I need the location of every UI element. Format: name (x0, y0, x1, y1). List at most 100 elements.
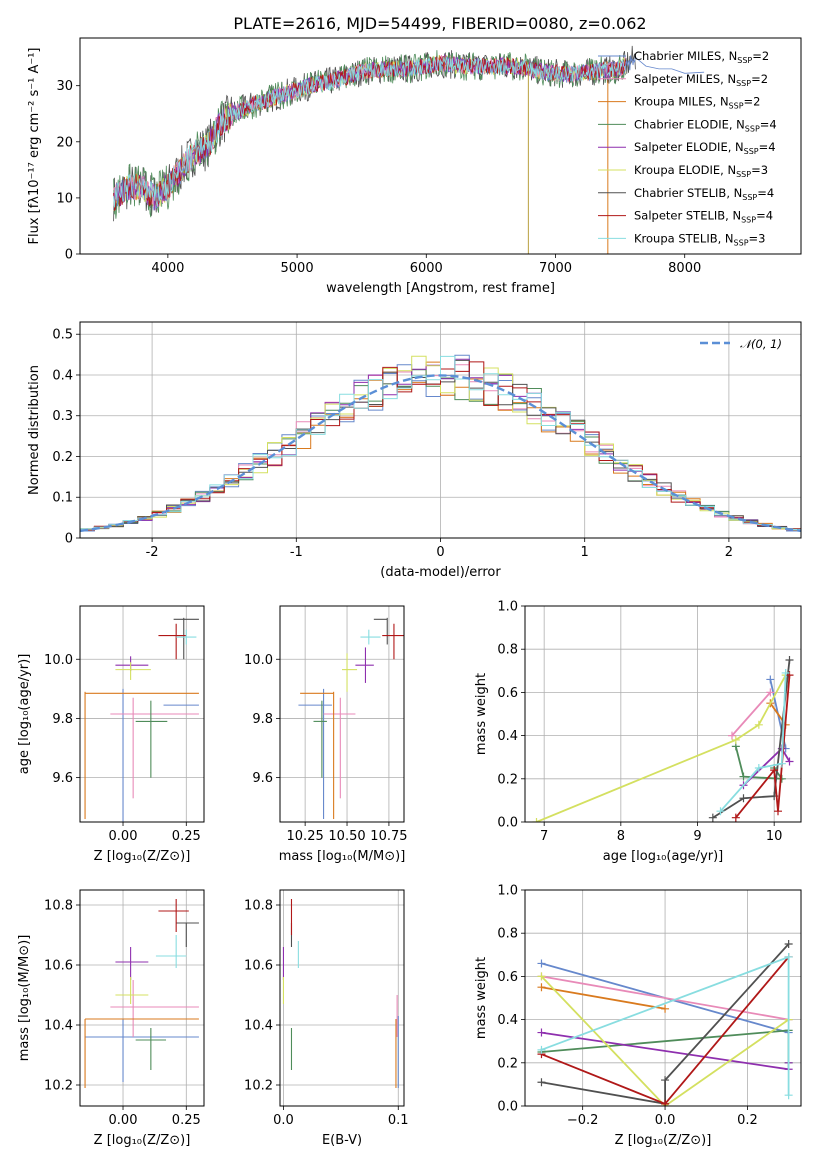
weight-series-8 (537, 952, 793, 1100)
errorbar-point-3 (135, 700, 168, 778)
weight-line (541, 975, 789, 1021)
weight-line (541, 986, 666, 1010)
x-axis-label: wavelength [Angstrom, rest frame] (326, 281, 555, 296)
weight-marker (731, 813, 740, 822)
y-tick-label: 10.4 (44, 1019, 73, 1034)
weight-marker (739, 772, 748, 781)
legend-label: Salpeter ELODIE, NSSP=4 (634, 140, 776, 156)
errorbar-point-6 (373, 617, 388, 645)
weight-line (712, 659, 791, 819)
errorbar-point-3 (135, 1028, 167, 1070)
spectrum-title: PLATE=2616, MJD=54499, FIBERID=0080, z=0… (233, 14, 646, 33)
axes-frame (524, 889, 802, 1107)
y-axis-label: mass weight (474, 957, 489, 1039)
y-tick-label: 10.0 (244, 653, 273, 668)
axes-frame (79, 889, 205, 1107)
legend-label: Chabrier ELODIE, NSSP=4 (634, 117, 777, 133)
y-axis-label: age [log₁₀(age/yr)] (17, 654, 32, 775)
legend-label: Chabrier MILES, NSSP=2 (634, 49, 769, 65)
errorbar-point-0 (122, 688, 199, 822)
x-tick-label: 0.25 (172, 1113, 201, 1128)
legend-label: Kroupa STELIB, NSSP=3 (634, 231, 765, 247)
y-tick-label: 10.8 (244, 899, 273, 914)
weight-line (719, 672, 787, 812)
axes-frame (79, 605, 205, 823)
weight-series-6 (708, 656, 794, 822)
weight-marker (731, 735, 740, 744)
y-tick-label: 0.4 (52, 368, 73, 383)
weight-marker (537, 959, 546, 968)
x-axis-label: mass [log₁₀(M/M⊙)] (279, 849, 406, 864)
axes-frame (79, 321, 802, 539)
weight-series-5 (532, 671, 790, 822)
y-tick-label: 0.0 (497, 1100, 518, 1115)
x-tick-label: 10.25 (287, 829, 324, 844)
y-tick-label: 10.6 (244, 959, 273, 974)
errorbar-point-0 (298, 688, 332, 820)
y-axis-label: mass weight (474, 673, 489, 755)
y-tick-label: 10.0 (44, 653, 73, 668)
spectrum-line-8 (113, 56, 626, 208)
axes-frame (79, 37, 802, 255)
errorbar-point-8 (155, 935, 187, 968)
axes-5: 0.00 0.25 10.2 10.4 10.6 10.8 Z [log₁₀(Z/Z⊙)] m… (17, 889, 205, 1148)
weight-marker (774, 807, 782, 816)
x-tick-label: -1 (290, 545, 303, 560)
axes-frame (524, 605, 802, 823)
x-tick-label: 10.75 (370, 829, 407, 844)
weight-marker (661, 1099, 670, 1106)
weight-series-2 (537, 983, 670, 1013)
normal-curve (79, 374, 802, 533)
x-tick-label: 0.0 (655, 1113, 676, 1128)
axes-6: 0.0 0.1 10.2 10.4 10.6 10.8 E(B-V) (244, 889, 409, 1148)
axes-3: 10.25 10.50 10.75 9.6 9.8 10.0 mass [log₁₀(M/M… (244, 605, 408, 864)
weight-marker (785, 656, 794, 664)
y-tick-label: 0 (65, 532, 73, 547)
errorbar-point-4 (115, 656, 149, 672)
errorbar-point-7 (382, 623, 404, 660)
legend-label: Kroupa ELODIE, NSSP=3 (634, 163, 768, 179)
weight-marker (537, 1045, 546, 1054)
axes-2: 0.00 0.25 9.6 9.8 10.0 Z [log₁₀(Z/Z⊙)] age [lo… (17, 605, 205, 864)
x-tick-label: 7000 (539, 261, 572, 276)
y-tick-label: 20 (56, 135, 73, 150)
x-tick-label: 8 (617, 829, 625, 844)
weight-marker (770, 766, 779, 775)
x-axis-label: Z [log₁₀(Z/Z⊙)] (94, 1133, 191, 1148)
weight-marker (785, 757, 794, 766)
weight-line (541, 943, 790, 1105)
weight-marker (537, 1028, 546, 1037)
weight-marker (708, 813, 717, 822)
x-tick-label: 0.00 (109, 1113, 138, 1128)
x-tick-label: 6000 (410, 261, 443, 276)
legend-label: Chabrier STELIB, NSSP=4 (634, 186, 774, 202)
y-tick-label: 9.6 (252, 771, 273, 786)
weight-marker (537, 983, 546, 992)
errorbar-point-1 (323, 697, 356, 799)
x-tick-label: 1 (581, 545, 589, 560)
spectrum-tail (635, 57, 705, 74)
x-tick-label: 10.50 (328, 829, 365, 844)
legend-label: 𝒩(0, 1) (740, 337, 782, 351)
weight-marker (537, 1078, 546, 1087)
errorbar-point-0 (85, 1019, 199, 1082)
errorbar-point-7 (158, 623, 187, 660)
errorbar-point-4 (355, 647, 374, 683)
y-tick-label: 0.2 (497, 1056, 518, 1071)
weight-marker (728, 731, 736, 740)
y-tick-label: 0.4 (497, 1013, 518, 1028)
x-tick-label: 4000 (151, 261, 184, 276)
weight-marker (739, 794, 748, 803)
x-tick-label: 0.00 (109, 829, 138, 844)
weight-series-7 (731, 671, 794, 822)
x-tick-label: 0.25 (172, 829, 201, 844)
y-tick-label: 0.6 (497, 970, 518, 985)
x-tick-label: 0.0 (273, 1113, 294, 1128)
x-axis-label: age [log₁₀(age/yr)] (603, 849, 724, 864)
y-axis-label: Flux [fλ10⁻¹⁷ erg cm⁻² s⁻¹ A⁻¹] (27, 48, 42, 245)
legend-label: Kroupa MILES, NSSP=2 (634, 95, 760, 111)
x-tick-label: −0.2 (567, 1113, 599, 1128)
spectrum-line-3 (113, 50, 626, 219)
errorbar-point-7 (158, 899, 189, 932)
